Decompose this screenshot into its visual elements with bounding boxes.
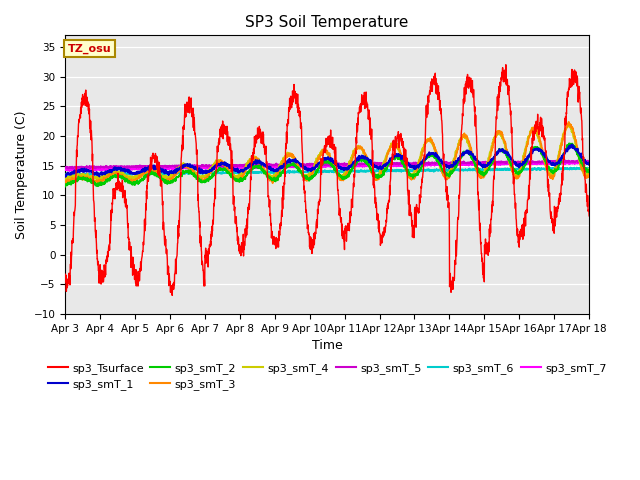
sp3_smT_3 xyxy=(479,173,487,179)
X-axis label: Time: Time xyxy=(312,339,342,352)
sp3_smT_2 xyxy=(585,168,593,174)
sp3_smT_7 xyxy=(65,168,73,174)
sp3_smT_5 xyxy=(561,157,569,163)
sp3_smT_5 xyxy=(61,165,69,170)
sp3_smT_2 xyxy=(539,153,547,159)
sp3_smT_7 xyxy=(554,160,561,166)
sp3_smT_2 xyxy=(565,141,573,146)
Line: sp3_smT_6: sp3_smT_6 xyxy=(65,168,589,176)
Line: sp3_smT_3: sp3_smT_3 xyxy=(65,122,589,184)
sp3_Tsurface xyxy=(168,292,176,298)
Title: SP3 Soil Temperature: SP3 Soil Temperature xyxy=(246,15,409,30)
sp3_smT_2 xyxy=(554,166,561,171)
sp3_smT_4 xyxy=(539,153,547,159)
sp3_smT_7 xyxy=(479,162,487,168)
sp3_Tsurface xyxy=(502,62,509,68)
sp3_smT_6 xyxy=(342,168,350,174)
sp3_smT_2 xyxy=(61,184,69,190)
sp3_smT_3 xyxy=(585,170,593,176)
sp3_smT_4 xyxy=(207,165,215,171)
sp3_smT_5 xyxy=(585,158,593,164)
sp3_smT_1 xyxy=(539,150,547,156)
sp3_smT_4 xyxy=(64,177,72,183)
Line: sp3_smT_2: sp3_smT_2 xyxy=(65,144,589,187)
sp3_Tsurface xyxy=(354,127,362,133)
sp3_smT_6 xyxy=(479,167,487,173)
sp3_smT_1 xyxy=(568,142,576,147)
sp3_smT_3 xyxy=(207,168,215,174)
sp3_smT_5 xyxy=(68,166,76,171)
sp3_smT_1 xyxy=(354,157,362,163)
sp3_smT_3 xyxy=(353,145,361,151)
sp3_smT_1 xyxy=(585,161,593,167)
sp3_smT_2 xyxy=(353,158,361,164)
sp3_Tsurface xyxy=(585,213,593,219)
sp3_smT_7 xyxy=(354,164,362,169)
sp3_smT_3 xyxy=(554,161,561,167)
sp3_smT_6 xyxy=(61,172,69,178)
sp3_smT_5 xyxy=(354,161,362,167)
sp3_smT_4 xyxy=(585,166,593,171)
sp3_smT_5 xyxy=(554,158,561,164)
sp3_smT_3 xyxy=(565,119,573,125)
sp3_smT_7 xyxy=(585,159,593,165)
sp3_smT_7 xyxy=(342,163,350,169)
sp3_smT_1 xyxy=(554,160,561,166)
sp3_smT_7 xyxy=(207,165,215,170)
sp3_Tsurface xyxy=(61,271,69,277)
sp3_smT_6 xyxy=(539,166,547,172)
sp3_Tsurface xyxy=(554,204,562,209)
sp3_smT_1 xyxy=(61,174,69,180)
sp3_smT_4 xyxy=(554,156,561,162)
Text: TZ_osu: TZ_osu xyxy=(68,44,111,54)
sp3_smT_6 xyxy=(573,165,580,170)
Legend: sp3_Tsurface, sp3_smT_1, sp3_smT_2, sp3_smT_3, sp3_smT_4, sp3_smT_5, sp3_smT_6, : sp3_Tsurface, sp3_smT_1, sp3_smT_2, sp3_… xyxy=(44,359,611,395)
sp3_smT_7 xyxy=(567,159,575,165)
sp3_smT_1 xyxy=(61,172,69,178)
sp3_smT_7 xyxy=(539,160,547,166)
sp3_smT_4 xyxy=(342,168,350,173)
sp3_smT_3 xyxy=(539,149,547,155)
sp3_smT_7 xyxy=(61,167,69,172)
sp3_smT_6 xyxy=(354,168,362,174)
sp3_smT_1 xyxy=(207,168,215,174)
sp3_smT_2 xyxy=(207,175,215,180)
sp3_smT_4 xyxy=(479,171,487,177)
sp3_smT_1 xyxy=(479,161,487,167)
Y-axis label: Soil Temperature (C): Soil Temperature (C) xyxy=(15,110,28,239)
sp3_smT_6 xyxy=(84,173,92,179)
sp3_smT_5 xyxy=(207,163,215,168)
sp3_smT_6 xyxy=(207,169,215,175)
Line: sp3_Tsurface: sp3_Tsurface xyxy=(65,65,589,295)
sp3_Tsurface xyxy=(540,125,547,131)
sp3_smT_5 xyxy=(342,162,350,168)
sp3_Tsurface xyxy=(479,275,487,280)
sp3_smT_5 xyxy=(479,160,487,166)
sp3_smT_4 xyxy=(564,122,572,128)
sp3_smT_2 xyxy=(479,171,487,177)
sp3_Tsurface xyxy=(207,228,215,234)
sp3_smT_1 xyxy=(342,167,350,172)
Line: sp3_smT_1: sp3_smT_1 xyxy=(65,144,589,177)
sp3_smT_4 xyxy=(354,144,362,150)
Line: sp3_smT_7: sp3_smT_7 xyxy=(65,162,589,171)
Line: sp3_smT_5: sp3_smT_5 xyxy=(65,160,589,168)
sp3_smT_5 xyxy=(539,159,547,165)
sp3_smT_3 xyxy=(61,181,69,187)
sp3_smT_6 xyxy=(585,166,593,171)
sp3_smT_4 xyxy=(61,176,69,182)
sp3_smT_6 xyxy=(554,166,561,172)
sp3_smT_3 xyxy=(342,173,350,179)
sp3_Tsurface xyxy=(342,223,350,229)
sp3_smT_2 xyxy=(342,174,350,180)
Line: sp3_smT_4: sp3_smT_4 xyxy=(65,125,589,180)
